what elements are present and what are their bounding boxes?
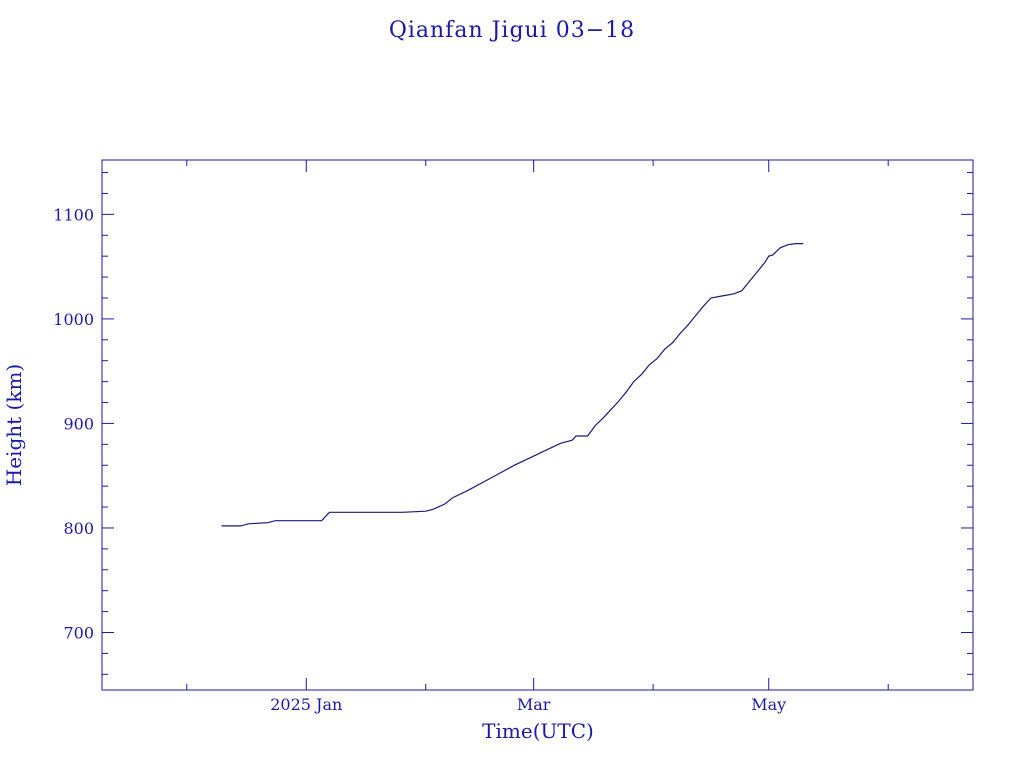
- y-tick-label: 1100: [53, 205, 94, 224]
- y-tick-label: 1000: [53, 310, 94, 329]
- y-axis-label: Height (km): [2, 364, 26, 486]
- x-tick-label: Mar: [517, 695, 551, 714]
- y-tick-label: 900: [63, 414, 94, 433]
- x-axis-ticks: [186, 160, 889, 690]
- y-tick-label: 700: [63, 624, 94, 643]
- x-axis-label: Time(UTC): [482, 719, 594, 743]
- y-axis-tick-labels: 700 800 900 1000 1100: [53, 205, 94, 642]
- chart-title: Qianfan Jigui 03−18: [389, 18, 635, 43]
- y-axis-ticks: [102, 172, 973, 675]
- x-axis-tick-labels: 2025 Jan Mar May: [270, 695, 786, 714]
- plot-frame: [101, 159, 974, 691]
- x-tick-label: May: [751, 695, 786, 714]
- x-tick-label: 2025 Jan: [270, 695, 342, 714]
- series-line-height: [221, 243, 804, 527]
- y-tick-label: 800: [63, 519, 94, 538]
